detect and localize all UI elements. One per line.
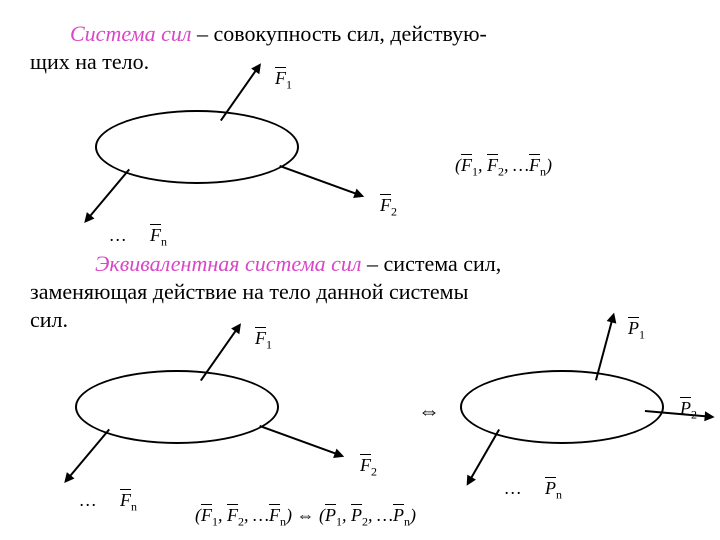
force-arrow [280,165,365,196]
body-ellipse-3 [460,370,664,444]
equiv-symbol: ⇔ [418,398,440,424]
label-pn-d3: Pn [545,478,562,503]
dots-d2: … [80,490,96,511]
force-arrow [85,170,130,224]
def2-rest: – система сил, [362,251,502,276]
label-fn-d2: Fn [120,490,137,515]
force-arrow [200,323,240,380]
force-arrow [468,430,501,486]
force-arrow [65,430,110,484]
label-f1-d2: F1 [255,328,272,353]
label-fn-d1: Fn [150,225,167,250]
force-arrow [260,425,345,456]
force-arrow [595,312,613,380]
def2-line3: сил. [30,306,68,335]
label-p2-d3: P2 [680,398,697,423]
def2-line1: Эквивалентная система сил – система сил, [95,250,501,279]
label-f2-d2: F2 [360,455,377,480]
force-arrow [220,63,260,120]
def1-line1: Система сил – совокупность сил, действую… [70,20,487,49]
dots-d1: … [110,225,126,246]
def1-line2: щих на тело. [30,48,149,77]
def1-term: Система сил [70,21,191,46]
def2-term: Эквивалентная система сил [95,251,362,276]
bottom-formula: (F1, F2, …Fn) ⇔ (P1, P2, …Pn) [195,505,416,530]
def2-line2: заменяющая действие на тело данной систе… [30,278,468,307]
def1-rest: – совокупность сил, действую- [191,21,486,46]
label-f1-d1: F1 [275,68,292,93]
tuple-f: (F1, F2, …Fn) [455,155,552,180]
dots-d3: … [505,478,521,499]
label-f2-d1: F2 [380,195,397,220]
label-p1-d3: P1 [628,318,645,343]
